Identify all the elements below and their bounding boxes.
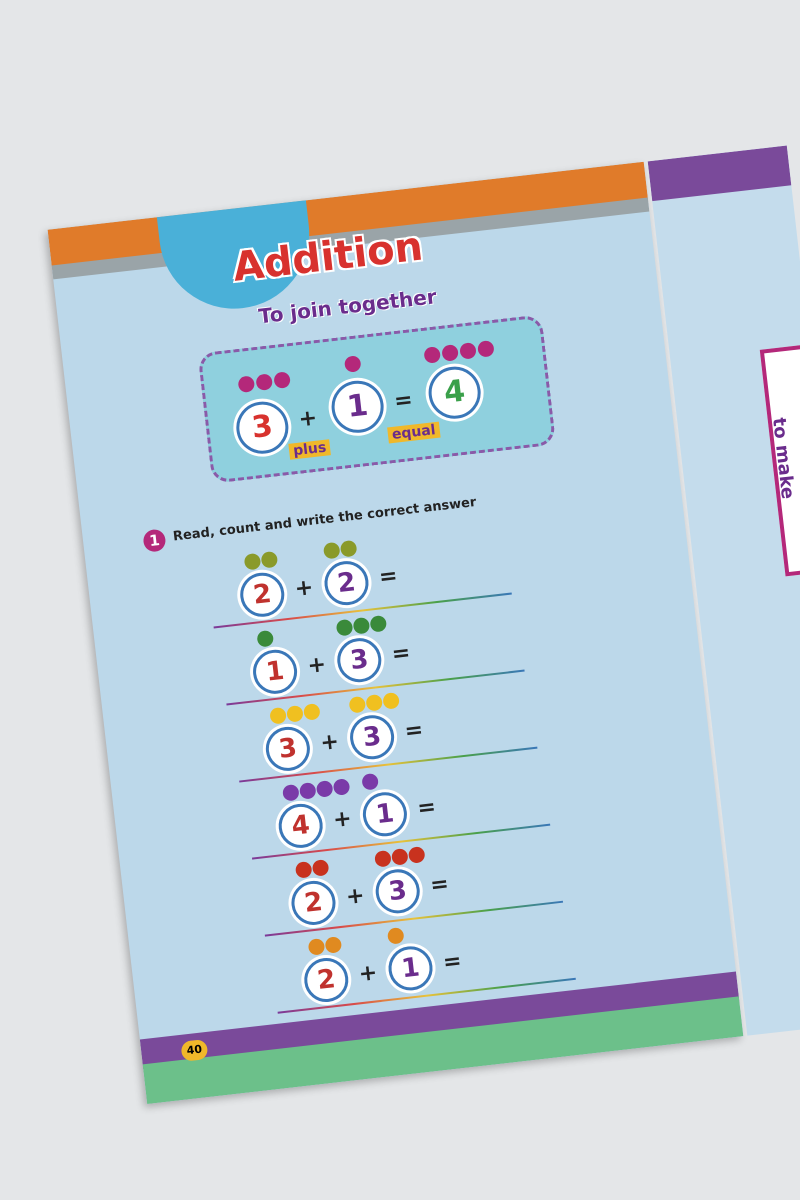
counter bbox=[339, 539, 358, 558]
counter bbox=[256, 629, 275, 648]
counter bbox=[348, 695, 367, 714]
counter bbox=[260, 550, 279, 569]
purple-band bbox=[647, 145, 792, 202]
addend: 3 bbox=[334, 635, 384, 685]
counter bbox=[269, 706, 287, 725]
counter bbox=[286, 704, 304, 723]
equals-sign: = bbox=[403, 717, 425, 745]
addend: 3 bbox=[347, 712, 397, 762]
counter bbox=[332, 778, 351, 796]
counter bbox=[315, 780, 334, 798]
plus-sign: + bbox=[331, 806, 354, 834]
addend: 3 bbox=[263, 724, 313, 774]
addend: 2 bbox=[289, 878, 338, 928]
counter bbox=[324, 936, 343, 954]
book: Addition To join together 3 + 1 = 4 plus… bbox=[47, 145, 800, 1105]
addend: 1 bbox=[250, 647, 300, 697]
counter bbox=[369, 614, 388, 633]
addend: 2 bbox=[301, 955, 351, 1005]
plus-sign: + bbox=[319, 729, 341, 757]
addend: 2 bbox=[237, 570, 287, 620]
exercise-rows: 2 +2 = 1 +3 = 3 +3 = 4 +1 = 2 +3 = 2 +1 = bbox=[48, 162, 744, 1104]
plus-sign: + bbox=[357, 960, 379, 988]
counter bbox=[382, 691, 400, 710]
addend: 1 bbox=[386, 944, 435, 993]
counter bbox=[390, 848, 409, 866]
addend: 3 bbox=[373, 866, 423, 916]
plus-sign: + bbox=[293, 575, 315, 602]
counter bbox=[352, 616, 371, 635]
counter bbox=[298, 782, 317, 800]
counter bbox=[302, 703, 321, 721]
counter bbox=[374, 849, 392, 868]
counter bbox=[386, 926, 405, 945]
counter bbox=[243, 552, 262, 571]
counter bbox=[365, 693, 384, 712]
plus-sign: + bbox=[306, 652, 328, 679]
counter bbox=[294, 860, 313, 879]
equals-sign: = bbox=[390, 640, 412, 668]
addend: 4 bbox=[276, 801, 326, 851]
counter bbox=[282, 783, 300, 802]
counter bbox=[307, 938, 326, 956]
counter bbox=[407, 846, 426, 864]
counter bbox=[311, 859, 330, 877]
counter bbox=[335, 618, 354, 637]
addend: 2 bbox=[322, 558, 371, 608]
equals-sign: = bbox=[377, 563, 399, 591]
plus-sign: + bbox=[344, 883, 366, 911]
left-page: Addition To join together 3 + 1 = 4 plus… bbox=[47, 161, 744, 1105]
counter bbox=[361, 772, 379, 791]
addend: 1 bbox=[360, 789, 410, 839]
equals-sign: = bbox=[441, 948, 463, 976]
equals-sign: = bbox=[428, 871, 451, 899]
equals-sign: = bbox=[416, 794, 438, 822]
counter bbox=[322, 541, 341, 560]
